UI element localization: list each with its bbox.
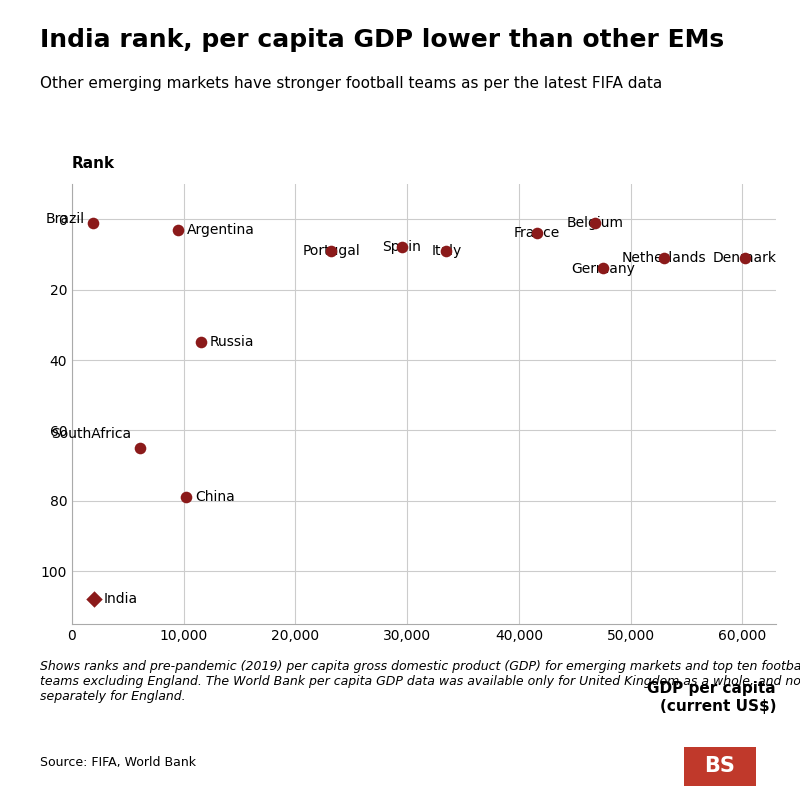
Point: [738, 251, 751, 264]
Text: Russia: Russia: [210, 335, 254, 350]
Point: [658, 251, 670, 264]
Text: China: China: [195, 490, 234, 504]
Text: Netherlands: Netherlands: [622, 251, 706, 265]
Point: [395, 241, 408, 254]
Text: Italy: Italy: [431, 244, 462, 258]
Point: [589, 216, 602, 229]
Point: [596, 262, 609, 275]
Text: Spain: Spain: [382, 241, 421, 254]
Point: [179, 491, 192, 504]
Text: Portugal: Portugal: [302, 244, 360, 258]
Text: Belgium: Belgium: [566, 216, 623, 230]
Text: Denmark: Denmark: [713, 251, 777, 265]
Text: Argentina: Argentina: [187, 222, 255, 237]
Text: Germany: Germany: [571, 262, 634, 275]
Text: India: India: [103, 592, 138, 606]
Text: France: France: [514, 226, 560, 240]
Text: India rank, per capita GDP lower than other EMs: India rank, per capita GDP lower than ot…: [40, 28, 724, 52]
Point: [530, 227, 543, 240]
Point: [88, 593, 101, 606]
Point: [440, 245, 453, 258]
Text: Source: FIFA, World Bank: Source: FIFA, World Bank: [40, 756, 196, 769]
Point: [194, 336, 207, 349]
Point: [172, 223, 185, 236]
Text: Rank: Rank: [72, 156, 115, 170]
Text: BS: BS: [705, 757, 735, 776]
Point: [325, 245, 338, 258]
Text: Shows ranks and pre-pandemic (2019) per capita gross domestic product (GDP) for : Shows ranks and pre-pandemic (2019) per …: [40, 660, 800, 703]
Point: [87, 216, 100, 229]
Point: [134, 442, 146, 454]
Text: Brazil: Brazil: [45, 212, 84, 226]
Text: SouthAfrica: SouthAfrica: [51, 427, 131, 441]
Text: GDP per capita
(current US$): GDP per capita (current US$): [647, 682, 776, 714]
Text: Other emerging markets have stronger football teams as per the latest FIFA data: Other emerging markets have stronger foo…: [40, 76, 662, 91]
